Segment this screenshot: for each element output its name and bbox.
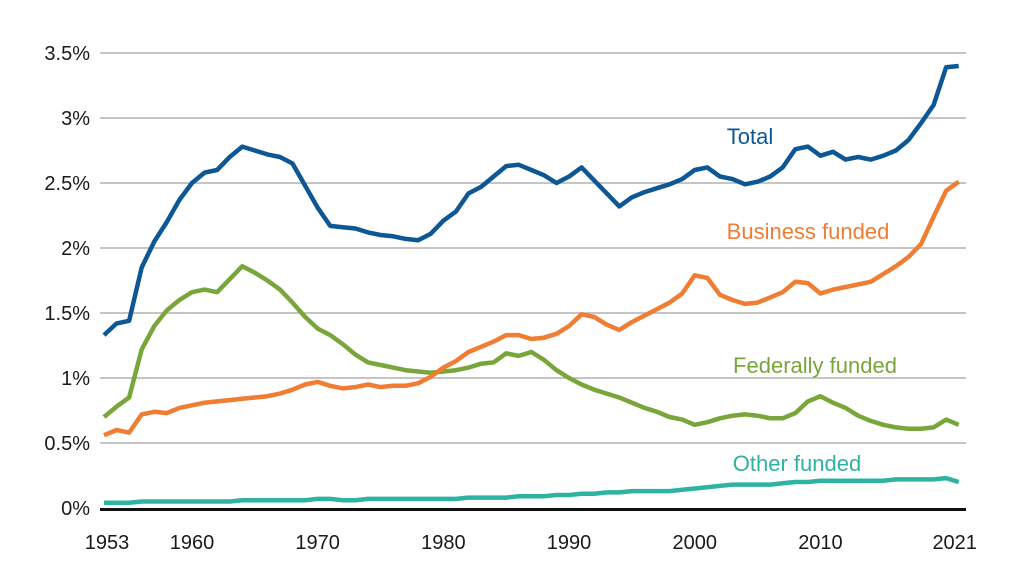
x-tick-label-1990: 1990 xyxy=(547,532,592,554)
y-tick-label-3%: 3% xyxy=(61,108,90,130)
x-tick-label-1980: 1980 xyxy=(421,532,466,554)
x-tick-label-1970: 1970 xyxy=(295,532,340,554)
y-tick-label-1.5%: 1.5% xyxy=(44,303,90,325)
total-line xyxy=(102,63,959,337)
y-axis-tick-labels: 0% 0.5% 1% 1.5% 2% 2.5% 3% 3.5% xyxy=(44,43,90,520)
y-tick-label-2.5%: 2.5% xyxy=(44,173,90,195)
business-line xyxy=(103,179,961,438)
y-tick-label-2%: 2% xyxy=(61,238,90,260)
other-line xyxy=(104,475,960,506)
y-tick-label-3.5%: 3.5% xyxy=(44,43,90,65)
x-tick-label-2000: 2000 xyxy=(672,532,717,554)
y-tick-label-0%: 0% xyxy=(61,498,90,520)
total-series-label: Total xyxy=(727,124,773,149)
federal-line xyxy=(102,263,960,431)
x-tick-label-2021: 2021 xyxy=(932,532,977,554)
series-lines xyxy=(102,63,961,506)
y-tick-label-0.5%: 0.5% xyxy=(44,433,90,455)
y-tick-label-1%: 1% xyxy=(61,368,90,390)
x-axis-tick-labels: 1953 1960 1970 1980 1990 2000 2010 2021 xyxy=(85,532,977,554)
x-tick-label-1960: 1960 xyxy=(170,532,215,554)
x-tick-label-1953: 1953 xyxy=(85,532,130,554)
federally-funded-series-label: Federally funded xyxy=(733,353,897,378)
other-funded-series-label: Other funded xyxy=(733,451,861,476)
business-funded-series-label: Business funded xyxy=(727,219,890,244)
x-tick-label-2010: 2010 xyxy=(798,532,843,554)
gridlines xyxy=(100,52,966,444)
